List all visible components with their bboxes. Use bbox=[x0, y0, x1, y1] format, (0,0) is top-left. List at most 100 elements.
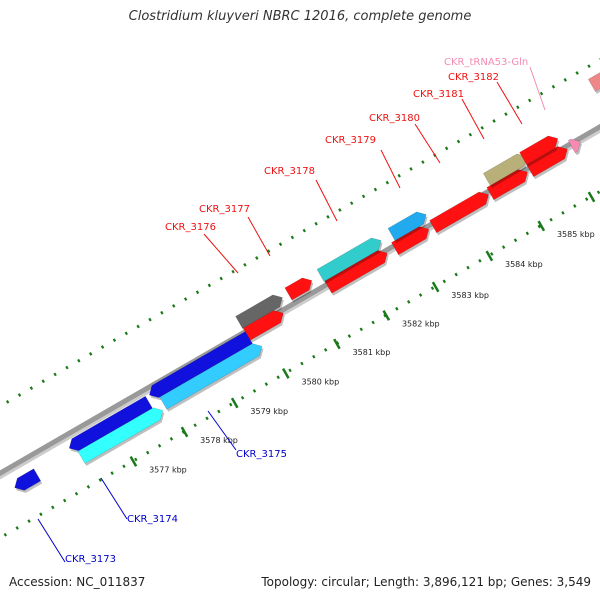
minor-tick bbox=[157, 443, 162, 448]
minor-tick bbox=[266, 249, 271, 253]
minor-tick bbox=[575, 71, 579, 75]
kbp-label: 3581 kbp bbox=[353, 348, 391, 357]
minor-tick bbox=[492, 119, 496, 123]
minor-tick bbox=[41, 379, 45, 384]
gene-leader-line bbox=[315, 179, 338, 222]
gene-label: CKR_3182 bbox=[448, 72, 499, 83]
kbp-label: 3582 kbp bbox=[402, 320, 440, 329]
minor-tick bbox=[264, 382, 269, 386]
gene-feature bbox=[14, 468, 42, 491]
minor-tick bbox=[88, 352, 93, 356]
minor-tick bbox=[124, 331, 128, 336]
gene-feature bbox=[284, 277, 313, 301]
gene-feature bbox=[567, 138, 581, 154]
minor-tick bbox=[278, 242, 283, 247]
gene-label: CKR_3180 bbox=[369, 113, 420, 124]
minor-tick bbox=[395, 306, 399, 311]
gene-feature bbox=[587, 72, 600, 92]
minor-tick bbox=[563, 78, 567, 82]
minor-tick bbox=[587, 64, 591, 69]
kbp-label: 3579 kbp bbox=[250, 407, 288, 416]
gene-feature bbox=[486, 169, 528, 201]
minor-tick bbox=[276, 375, 280, 380]
minor-tick bbox=[385, 180, 390, 185]
minor-tick bbox=[300, 361, 304, 366]
genome-summary-text: Topology: circular; Length: 3,896,121 bp… bbox=[261, 575, 591, 589]
tick-row-upper bbox=[5, 58, 600, 404]
gene-feature bbox=[149, 331, 253, 398]
gene-leader-line bbox=[380, 149, 401, 189]
kbp-label: 3583 kbp bbox=[451, 291, 489, 300]
gene-label: CKR_3174 bbox=[127, 514, 178, 525]
minor-tick bbox=[456, 139, 461, 144]
minor-tick bbox=[478, 258, 482, 263]
minor-tick bbox=[5, 399, 10, 404]
minor-tick bbox=[397, 173, 401, 178]
accession-text: Accession: NC_011837 bbox=[9, 575, 146, 589]
minor-tick bbox=[314, 221, 318, 226]
kbp-label: 3580 kbp bbox=[301, 378, 339, 387]
minor-tick bbox=[490, 252, 494, 256]
gene-feature bbox=[242, 310, 284, 341]
minor-tick bbox=[338, 208, 342, 212]
minor-tick bbox=[148, 317, 152, 322]
minor-tick bbox=[409, 167, 413, 171]
minor-tick bbox=[172, 304, 176, 308]
gene-label: CKR_tRNA53-Gln bbox=[444, 57, 528, 68]
minor-tick bbox=[527, 98, 532, 103]
gene-feature bbox=[77, 407, 164, 464]
minor-tick bbox=[17, 393, 22, 397]
minor-tick bbox=[504, 112, 508, 116]
minor-tick bbox=[195, 290, 200, 295]
gene-leader-line bbox=[414, 123, 441, 164]
minor-tick bbox=[243, 262, 247, 267]
major-tick bbox=[431, 281, 440, 293]
minor-tick bbox=[537, 224, 541, 229]
minor-tick bbox=[160, 310, 164, 315]
gene-feature bbox=[519, 135, 559, 165]
major-tick bbox=[180, 426, 189, 438]
minor-tick bbox=[312, 354, 316, 359]
minor-tick bbox=[231, 269, 235, 274]
gene-leader-line bbox=[37, 518, 66, 563]
minor-tick bbox=[561, 210, 565, 215]
major-tick bbox=[230, 397, 239, 409]
gene-label: CKR_3181 bbox=[413, 89, 464, 100]
minor-tick bbox=[350, 201, 354, 206]
gene-label: CKR_3173 bbox=[65, 554, 116, 565]
minor-tick bbox=[323, 347, 328, 352]
minor-tick bbox=[39, 512, 43, 517]
minor-tick bbox=[183, 297, 188, 301]
kbp-label: 3585 kbp bbox=[557, 230, 595, 239]
gene-leader-line bbox=[247, 216, 271, 257]
minor-tick bbox=[468, 132, 473, 137]
minor-tick bbox=[77, 358, 81, 363]
major-tick bbox=[281, 368, 290, 379]
gene-feature bbox=[429, 191, 489, 234]
minor-tick bbox=[373, 187, 378, 192]
gene-label: CKR_3178 bbox=[264, 166, 315, 177]
minor-tick bbox=[112, 338, 117, 343]
minor-tick bbox=[525, 231, 530, 236]
minor-tick bbox=[430, 286, 435, 291]
minor-tick bbox=[145, 450, 150, 455]
gene-feature bbox=[324, 250, 388, 294]
gene-label: CKR_3177 bbox=[199, 204, 250, 215]
gene-label: CKR_3176 bbox=[165, 222, 216, 233]
minor-tick bbox=[217, 409, 221, 414]
gene-feature bbox=[68, 395, 153, 452]
minor-tick bbox=[240, 395, 245, 400]
minor-tick bbox=[418, 293, 423, 297]
gene-label-layer: CKR_3173 CKR_3174 CKR_3175 CKR_3176 CKR_3177… bbox=[37, 57, 546, 565]
gene-label: CKR_3175 bbox=[236, 449, 287, 460]
minor-tick bbox=[359, 327, 363, 332]
minor-tick bbox=[442, 279, 447, 284]
minor-tick bbox=[51, 505, 55, 510]
gene-leader-line bbox=[461, 98, 485, 140]
minor-tick bbox=[290, 235, 295, 240]
minor-tick bbox=[539, 91, 544, 96]
minor-tick bbox=[136, 324, 140, 329]
minor-tick bbox=[98, 478, 102, 482]
gene-leader-line bbox=[203, 233, 239, 274]
